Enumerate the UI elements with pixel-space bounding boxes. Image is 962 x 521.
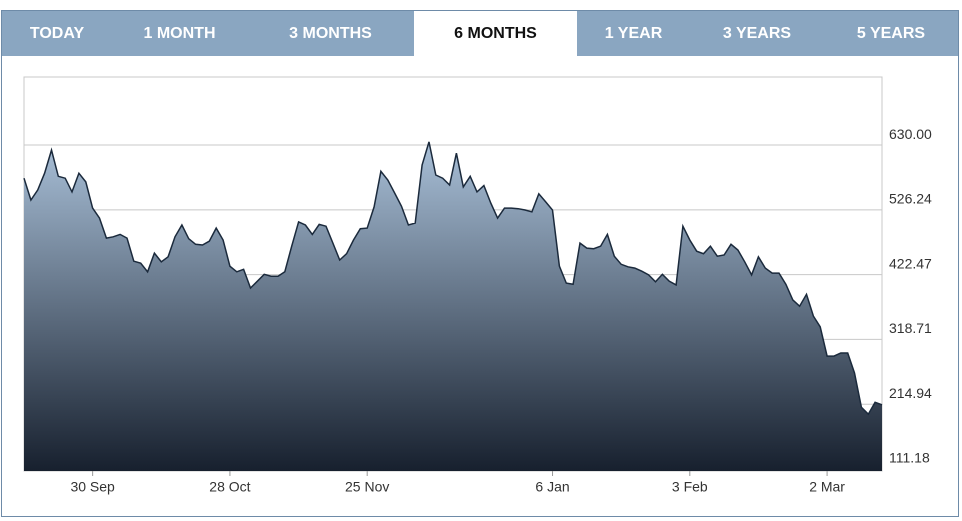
x-tick-label: 30 Sep [70, 479, 115, 495]
x-tick-label: 28 Oct [209, 479, 250, 495]
y-tick-label: 214.94 [889, 385, 932, 401]
y-tick-label: 630.00 [889, 126, 932, 142]
area [24, 141, 882, 471]
tab[interactable]: TODAY [29, 25, 85, 42]
tab[interactable]: 6 MONTHS [414, 11, 577, 57]
tab[interactable]: 3 YEARS [722, 25, 792, 42]
x-tick-label: 6 Jan [535, 479, 569, 495]
x-tick-label: 2 Mar [809, 479, 845, 495]
y-tick-label: 111.18 [889, 450, 930, 466]
tab[interactable]: 1 YEAR [604, 25, 663, 42]
tab[interactable]: 3 MONTHS [289, 25, 372, 42]
x-tick-label: 25 Nov [345, 479, 389, 495]
y-tick-label: 422.47 [889, 255, 932, 271]
panel [1, 10, 959, 517]
x-tick-label: 3 Feb [672, 479, 708, 495]
tab[interactable]: 1 MONTH [143, 25, 216, 42]
tab-bar: TODAY 1 MONTH 3 MONTHS 6 MONTHS 1 YEAR 3 YEAR… [2, 11, 958, 57]
tab[interactable]: 5 YEARS [856, 25, 926, 42]
y-tick-label: 526.24 [889, 191, 932, 207]
line [23, 141, 883, 416]
y-tick-label: 318.71 [889, 320, 932, 336]
